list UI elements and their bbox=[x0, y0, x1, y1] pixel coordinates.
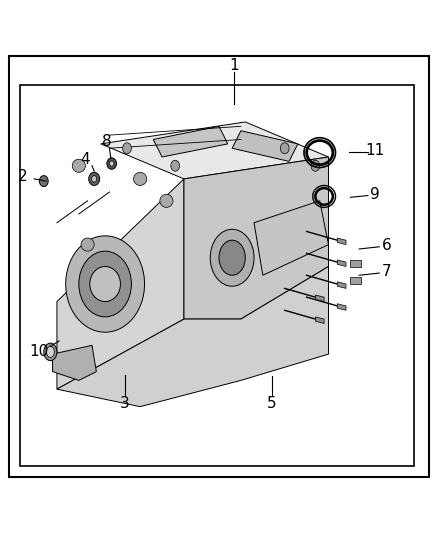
Text: 7: 7 bbox=[381, 264, 391, 279]
Circle shape bbox=[160, 194, 173, 207]
Ellipse shape bbox=[46, 346, 54, 358]
Text: 11: 11 bbox=[365, 143, 384, 158]
Bar bbox=[350, 260, 361, 266]
Polygon shape bbox=[254, 201, 328, 275]
Bar bbox=[20, 85, 414, 466]
Ellipse shape bbox=[219, 240, 245, 275]
Ellipse shape bbox=[107, 158, 117, 169]
Ellipse shape bbox=[90, 266, 120, 302]
Ellipse shape bbox=[79, 251, 131, 317]
Polygon shape bbox=[315, 317, 324, 324]
Ellipse shape bbox=[311, 160, 320, 171]
Polygon shape bbox=[57, 179, 184, 389]
Text: 9: 9 bbox=[370, 187, 379, 201]
Ellipse shape bbox=[123, 143, 131, 154]
Polygon shape bbox=[232, 131, 298, 161]
Circle shape bbox=[72, 159, 85, 172]
Bar bbox=[350, 278, 361, 284]
Polygon shape bbox=[337, 260, 346, 266]
Ellipse shape bbox=[280, 143, 289, 154]
Circle shape bbox=[81, 238, 94, 251]
Ellipse shape bbox=[39, 175, 48, 187]
Text: 4: 4 bbox=[81, 152, 90, 167]
Polygon shape bbox=[337, 282, 346, 288]
Text: 5: 5 bbox=[267, 395, 276, 410]
Polygon shape bbox=[315, 295, 324, 302]
Ellipse shape bbox=[92, 175, 97, 182]
Text: 1: 1 bbox=[230, 58, 239, 72]
Ellipse shape bbox=[110, 161, 114, 166]
Circle shape bbox=[134, 172, 147, 185]
Polygon shape bbox=[337, 238, 346, 245]
Ellipse shape bbox=[88, 172, 99, 185]
Text: 2: 2 bbox=[18, 169, 28, 184]
Ellipse shape bbox=[44, 343, 57, 361]
Polygon shape bbox=[153, 126, 228, 157]
Ellipse shape bbox=[66, 236, 145, 332]
Text: 6: 6 bbox=[381, 238, 391, 253]
Text: 8: 8 bbox=[102, 134, 112, 149]
Polygon shape bbox=[53, 345, 96, 381]
Polygon shape bbox=[337, 304, 346, 310]
Ellipse shape bbox=[171, 160, 180, 171]
Text: 3: 3 bbox=[120, 395, 130, 410]
Text: 10: 10 bbox=[30, 344, 49, 359]
Polygon shape bbox=[184, 157, 328, 319]
Ellipse shape bbox=[210, 229, 254, 286]
Polygon shape bbox=[57, 266, 328, 407]
Polygon shape bbox=[101, 122, 328, 179]
